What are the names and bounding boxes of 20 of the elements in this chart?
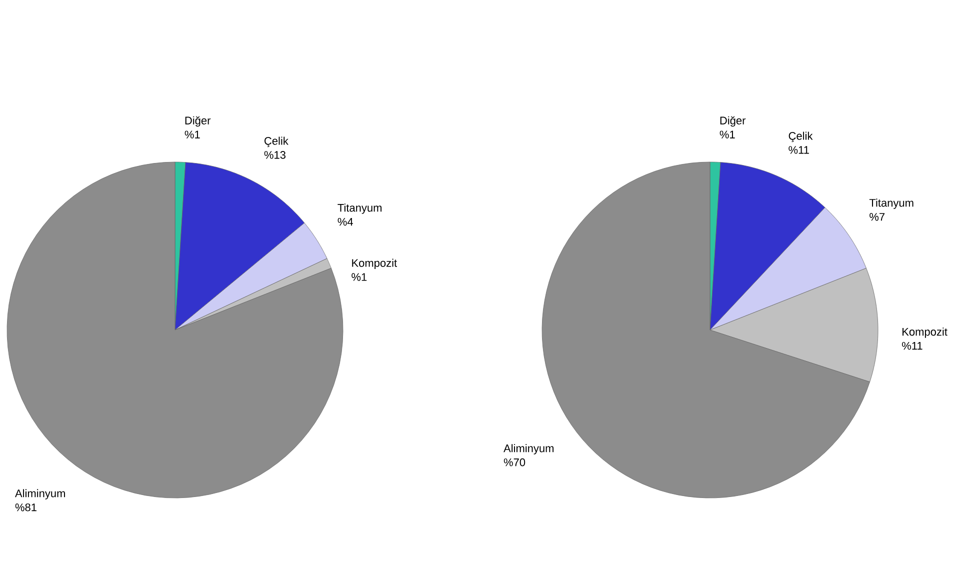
slice-label: Kompozit [352,258,397,270]
slice-label: Titanyum [869,198,914,209]
data-label: %81 [15,503,36,512]
slice-label: Aliminyum [14,489,65,500]
data-label: %1 [720,130,735,138]
data-label: %1 [184,130,200,138]
slice-label: Kompozit [902,328,948,338]
data-label: %13 [264,151,286,159]
slice-label: Diğer [720,116,746,127]
data-label: %11 [788,146,809,154]
slice-label: Çelik [788,132,813,142]
slice-label: Titanyum [338,204,382,214]
slice-label: Diğer [185,116,211,127]
data-label: %70 [504,458,526,466]
slice-label: Aliminyum [504,444,554,454]
data-label: %11 [902,342,922,350]
slice-label: Çelik [264,136,288,148]
data-label: %7 [870,213,885,221]
data-label: %1 [352,273,367,281]
data-label: %4 [338,218,353,226]
